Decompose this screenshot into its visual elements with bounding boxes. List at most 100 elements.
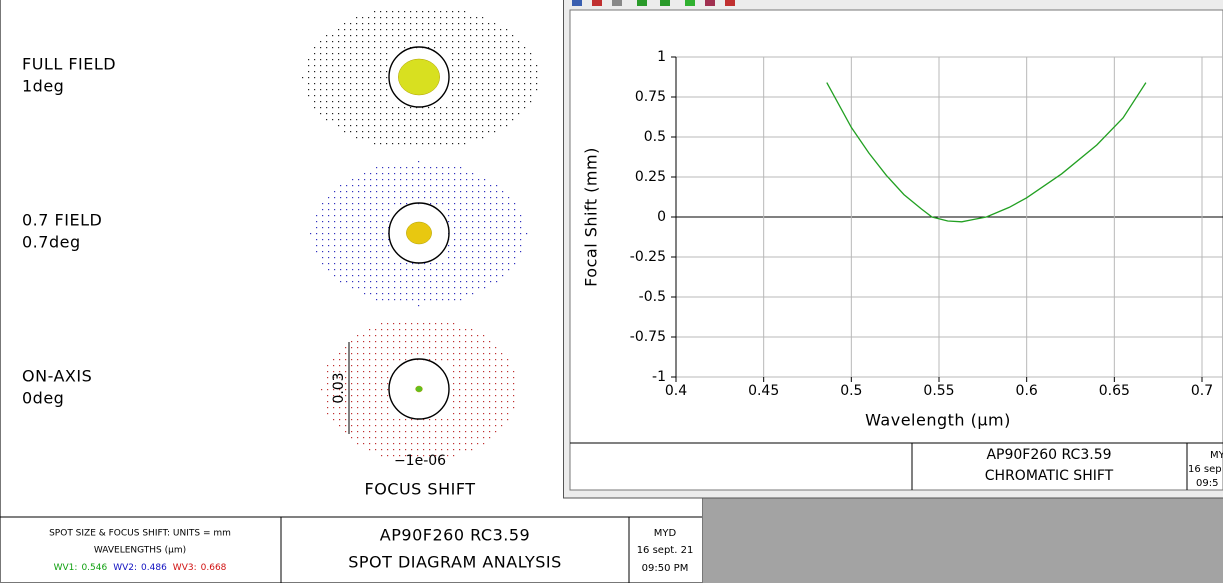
spot-dot	[442, 203, 444, 205]
spot-dot	[441, 341, 443, 343]
toolbar-button[interactable]	[637, 0, 647, 6]
spot-dot	[453, 401, 455, 403]
spot-dot	[387, 371, 389, 373]
spot-dot	[362, 35, 364, 37]
spot-dot	[417, 323, 419, 325]
spot-dot	[460, 287, 462, 289]
spot-dot	[380, 71, 382, 73]
spot-dot	[364, 293, 366, 295]
spot-dot	[428, 41, 430, 43]
toolbar-button[interactable]	[612, 0, 622, 6]
spot-dot	[392, 113, 394, 115]
spot-dot	[334, 197, 336, 199]
spot-dot	[465, 443, 467, 445]
spot-dot	[386, 143, 388, 145]
spot-dot	[344, 131, 346, 133]
spot-dot	[453, 371, 455, 373]
spot-dot	[488, 125, 490, 127]
spot-dot	[369, 335, 371, 337]
toolbar-button[interactable]	[685, 0, 695, 6]
spot-dot	[459, 413, 461, 415]
spot-dot	[392, 131, 394, 133]
spot-dot	[345, 383, 347, 385]
spot-dot	[386, 83, 388, 85]
spot-dot	[416, 17, 418, 19]
spot-dot	[314, 101, 316, 103]
spot-dot	[340, 209, 342, 211]
spot-dot	[477, 419, 479, 421]
spot-dot	[364, 251, 366, 253]
spot-dot	[454, 185, 456, 187]
spot-dot	[412, 287, 414, 289]
spot-dot	[405, 425, 407, 427]
spot-dot	[459, 443, 461, 445]
spot-dot	[454, 245, 456, 247]
spot-dot	[470, 41, 472, 43]
spot-dot	[466, 287, 468, 289]
spot-dot	[464, 125, 466, 127]
wavelength-list: WV1: 0.546 WV2: 0.486 WV3: 0.668	[54, 563, 227, 573]
spot-dot	[496, 203, 498, 205]
spot-dot	[430, 275, 432, 277]
spot-dot	[418, 287, 420, 289]
spot-dot	[464, 143, 466, 145]
spot-dot	[333, 395, 335, 397]
spot-dot	[465, 413, 467, 415]
spot-dot	[375, 329, 377, 331]
spot-dot	[345, 413, 347, 415]
wavelength-label: WV1:	[54, 563, 78, 573]
spot-dot	[442, 275, 444, 277]
spot-dot	[482, 71, 484, 73]
toolbar-button[interactable]	[725, 0, 735, 6]
spot-dot	[326, 95, 328, 97]
spot-dot	[423, 323, 425, 325]
spot-dot	[322, 239, 324, 241]
toolbar-button[interactable]	[572, 0, 582, 6]
spot-dot	[333, 383, 335, 385]
spot-dot	[382, 281, 384, 283]
spot-dot	[368, 29, 370, 31]
spot-dot	[314, 47, 316, 49]
spot-dot	[326, 83, 328, 85]
spot-dot	[350, 101, 352, 103]
spot-dot	[466, 245, 468, 247]
toolbar-button[interactable]	[705, 0, 715, 6]
spot-dot	[392, 41, 394, 43]
spot-dot	[502, 221, 504, 223]
spot-dot	[446, 23, 448, 25]
spot-dot	[452, 23, 454, 25]
x-tick-label: 0.6	[1016, 383, 1038, 399]
spot-dot	[352, 191, 354, 193]
spot-dot	[440, 143, 442, 145]
spot-dot	[334, 263, 336, 265]
spot-dot	[340, 275, 342, 277]
spot-dot	[374, 137, 376, 139]
toolbar-button[interactable]	[660, 0, 670, 6]
spot-dot	[482, 113, 484, 115]
spot-dot	[345, 347, 347, 349]
spot-dot	[430, 263, 432, 265]
toolbar-button[interactable]	[592, 0, 602, 6]
spot-dot	[393, 431, 395, 433]
spot-dot	[502, 257, 504, 259]
spot-dot	[441, 443, 443, 445]
spot-dot	[465, 335, 467, 337]
spot-dot	[394, 263, 396, 265]
spot-dot	[388, 197, 390, 199]
spot-dot	[327, 371, 329, 373]
spot-dot	[368, 95, 370, 97]
spot-dot	[338, 95, 340, 97]
spot-dot	[489, 365, 491, 367]
spot-dot	[466, 251, 468, 253]
spot-dot	[514, 209, 516, 211]
spot-dot	[368, 53, 370, 55]
spot-dot	[472, 173, 474, 175]
spot-dot	[388, 221, 390, 223]
spot-dot	[489, 407, 491, 409]
spot-dot	[470, 83, 472, 85]
spot-dot	[507, 365, 509, 367]
spot-dot	[326, 89, 328, 91]
spot-dot	[494, 47, 496, 49]
spot-dot	[478, 179, 480, 181]
spot-dot	[404, 137, 406, 139]
